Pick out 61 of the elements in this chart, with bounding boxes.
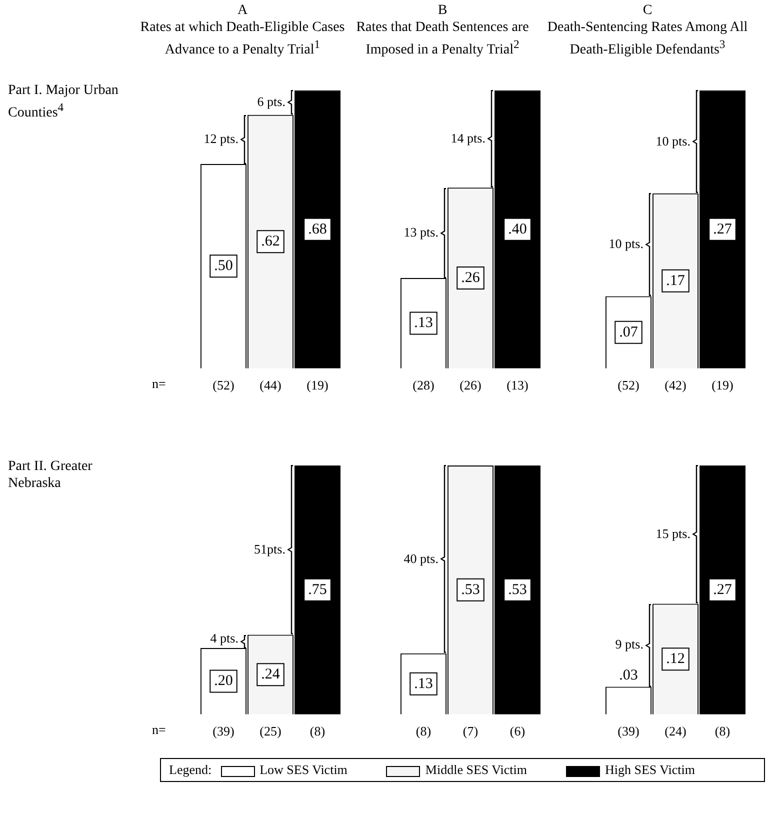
annotation: 10 pts. [608, 236, 644, 252]
annotation: 14 pts. [450, 130, 486, 146]
data-label: .75 [308, 582, 327, 598]
chart-subtitle: Rates that Death Sentences are Imposed in a Penalty Trial$^{2}$ [356, 20, 529, 58]
x-tick-label: (42) [664, 378, 686, 393]
x-tick-label: (19) [306, 378, 328, 393]
x-tick-label: (8) [714, 724, 730, 739]
x-tick-label: (26) [460, 378, 482, 393]
annotation: 6 pts. [257, 94, 286, 110]
x-tick-label: (7) [462, 724, 478, 739]
x-tick-label: (25) [260, 724, 282, 739]
data-label: .68 [308, 221, 327, 238]
data-label: .26 [461, 270, 480, 286]
x-tick-label: (28) [412, 378, 434, 393]
chart-title: B [436, 2, 448, 19]
annotation: 13 pts. [404, 224, 438, 240]
legend-label: Low SES Victim [258, 762, 348, 778]
x-tick-label: (52) [618, 378, 640, 393]
chart-title: C [642, 2, 654, 19]
data-label: .07 [619, 324, 638, 340]
data-label: .24 [261, 666, 280, 683]
annotation: 51pts. [254, 542, 286, 557]
y-axis-title: Part I. Major Urban Counties$^{4}$ [8, 82, 120, 122]
annotation: 15 pts. [656, 526, 690, 542]
data-label: .53 [508, 582, 527, 598]
data-label: .17 [666, 272, 686, 289]
x-tick-label: (44) [260, 378, 282, 393]
annotation: 9 pts. [615, 636, 644, 652]
x-tick-label: (8) [310, 724, 326, 739]
x-tick-label: (24) [664, 724, 686, 739]
chart-subtitle: Rates at which Death-Eligible Cases Advance to a Penalty Trial$^{1}$ [140, 19, 345, 59]
x-tick-label: (52) [212, 378, 234, 393]
data-label: .27 [713, 582, 732, 598]
data-label: .53 [461, 582, 480, 598]
x-tick-label: (13) [506, 378, 528, 393]
y-axis-title: Part II. Greater Nebraska [8, 458, 94, 492]
x-axis-title: n= [152, 722, 166, 738]
legend-title: Legend: [169, 762, 212, 778]
data-label: .50 [214, 258, 233, 274]
chart-title: A [236, 2, 249, 19]
data-label: .20 [214, 673, 233, 690]
data-label: .03 [619, 668, 638, 684]
annotation: 4 pts. [210, 630, 238, 646]
legend-label: High SES Victim [604, 762, 695, 778]
x-tick-label: (19) [712, 378, 734, 393]
x-tick-label: (6) [510, 724, 526, 739]
data-label: .13 [414, 315, 433, 332]
annotation: 10 pts. [656, 133, 690, 148]
data-label: .13 [414, 676, 433, 692]
annotation: 12 pts. [204, 130, 238, 146]
annotation: 40 pts. [404, 550, 438, 566]
x-tick-label: (39) [212, 724, 234, 739]
data-label: .27 [713, 221, 732, 238]
x-tick-label: (39) [618, 724, 640, 739]
data-label: .62 [261, 234, 280, 250]
data-label: .40 [508, 221, 527, 238]
x-tick-label: (8) [416, 724, 432, 739]
x-axis-title: n= [152, 376, 166, 392]
data-label: .12 [666, 651, 685, 668]
chart-subtitle: Death-Sentencing Rates Among All Death-Eligible Defendants$^{3}$ [546, 19, 749, 59]
legend-label: Middle SES Victim [424, 762, 527, 778]
